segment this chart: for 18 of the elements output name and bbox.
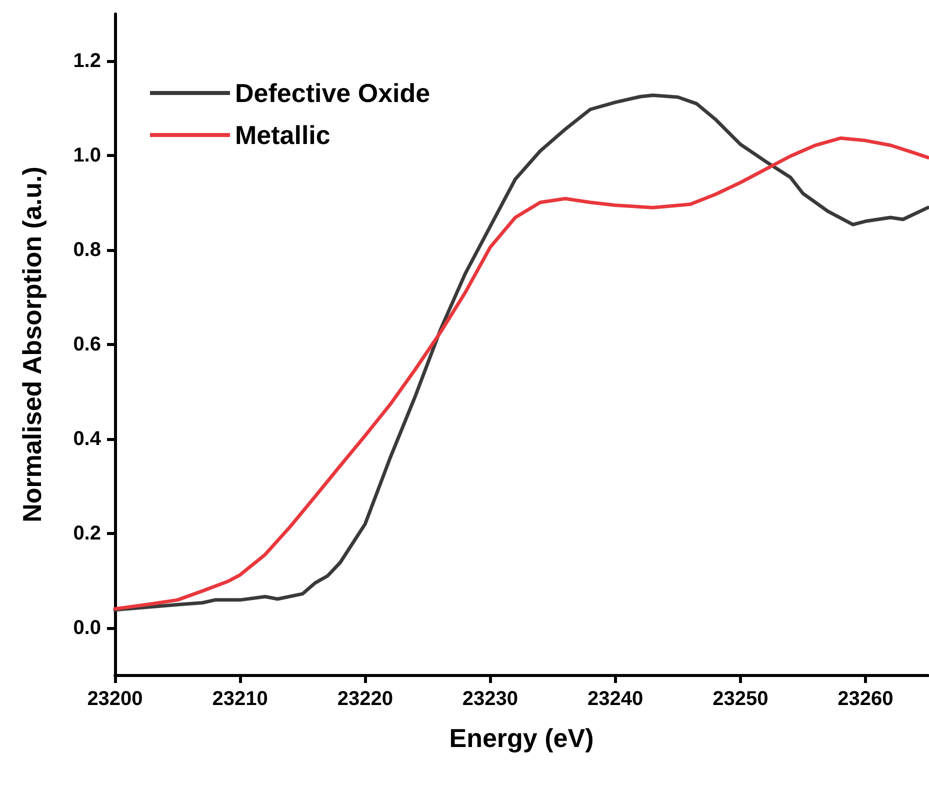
x-tick-label: 23260 — [838, 688, 894, 710]
x-tick-label: 23210 — [212, 688, 268, 710]
x-tick-label: 23200 — [87, 688, 143, 710]
y-tick-label: 1.0 — [73, 144, 101, 167]
y-axis-title: Normalised Absorption (a.u.) — [17, 166, 47, 522]
y-tick-label: 1.2 — [73, 50, 101, 72]
y-tick-label: 0.2 — [73, 522, 101, 544]
x-tick-label: 23240 — [587, 688, 644, 710]
x-tick-label: 23250 — [712, 688, 768, 710]
y-tick-label: 0.8 — [73, 239, 101, 262]
x-tick-label: 23230 — [462, 688, 518, 710]
y-tick-label: 0.6 — [73, 334, 101, 356]
x-axis-title: Energy (eV) — [449, 723, 594, 753]
legend-label: Defective Oxide — [235, 78, 430, 108]
y-tick-label: 0.0 — [73, 616, 101, 639]
x-tick-label: 23220 — [337, 688, 393, 710]
y-tick-label: 0.4 — [73, 428, 102, 450]
legend-label: Metallic — [235, 120, 330, 150]
